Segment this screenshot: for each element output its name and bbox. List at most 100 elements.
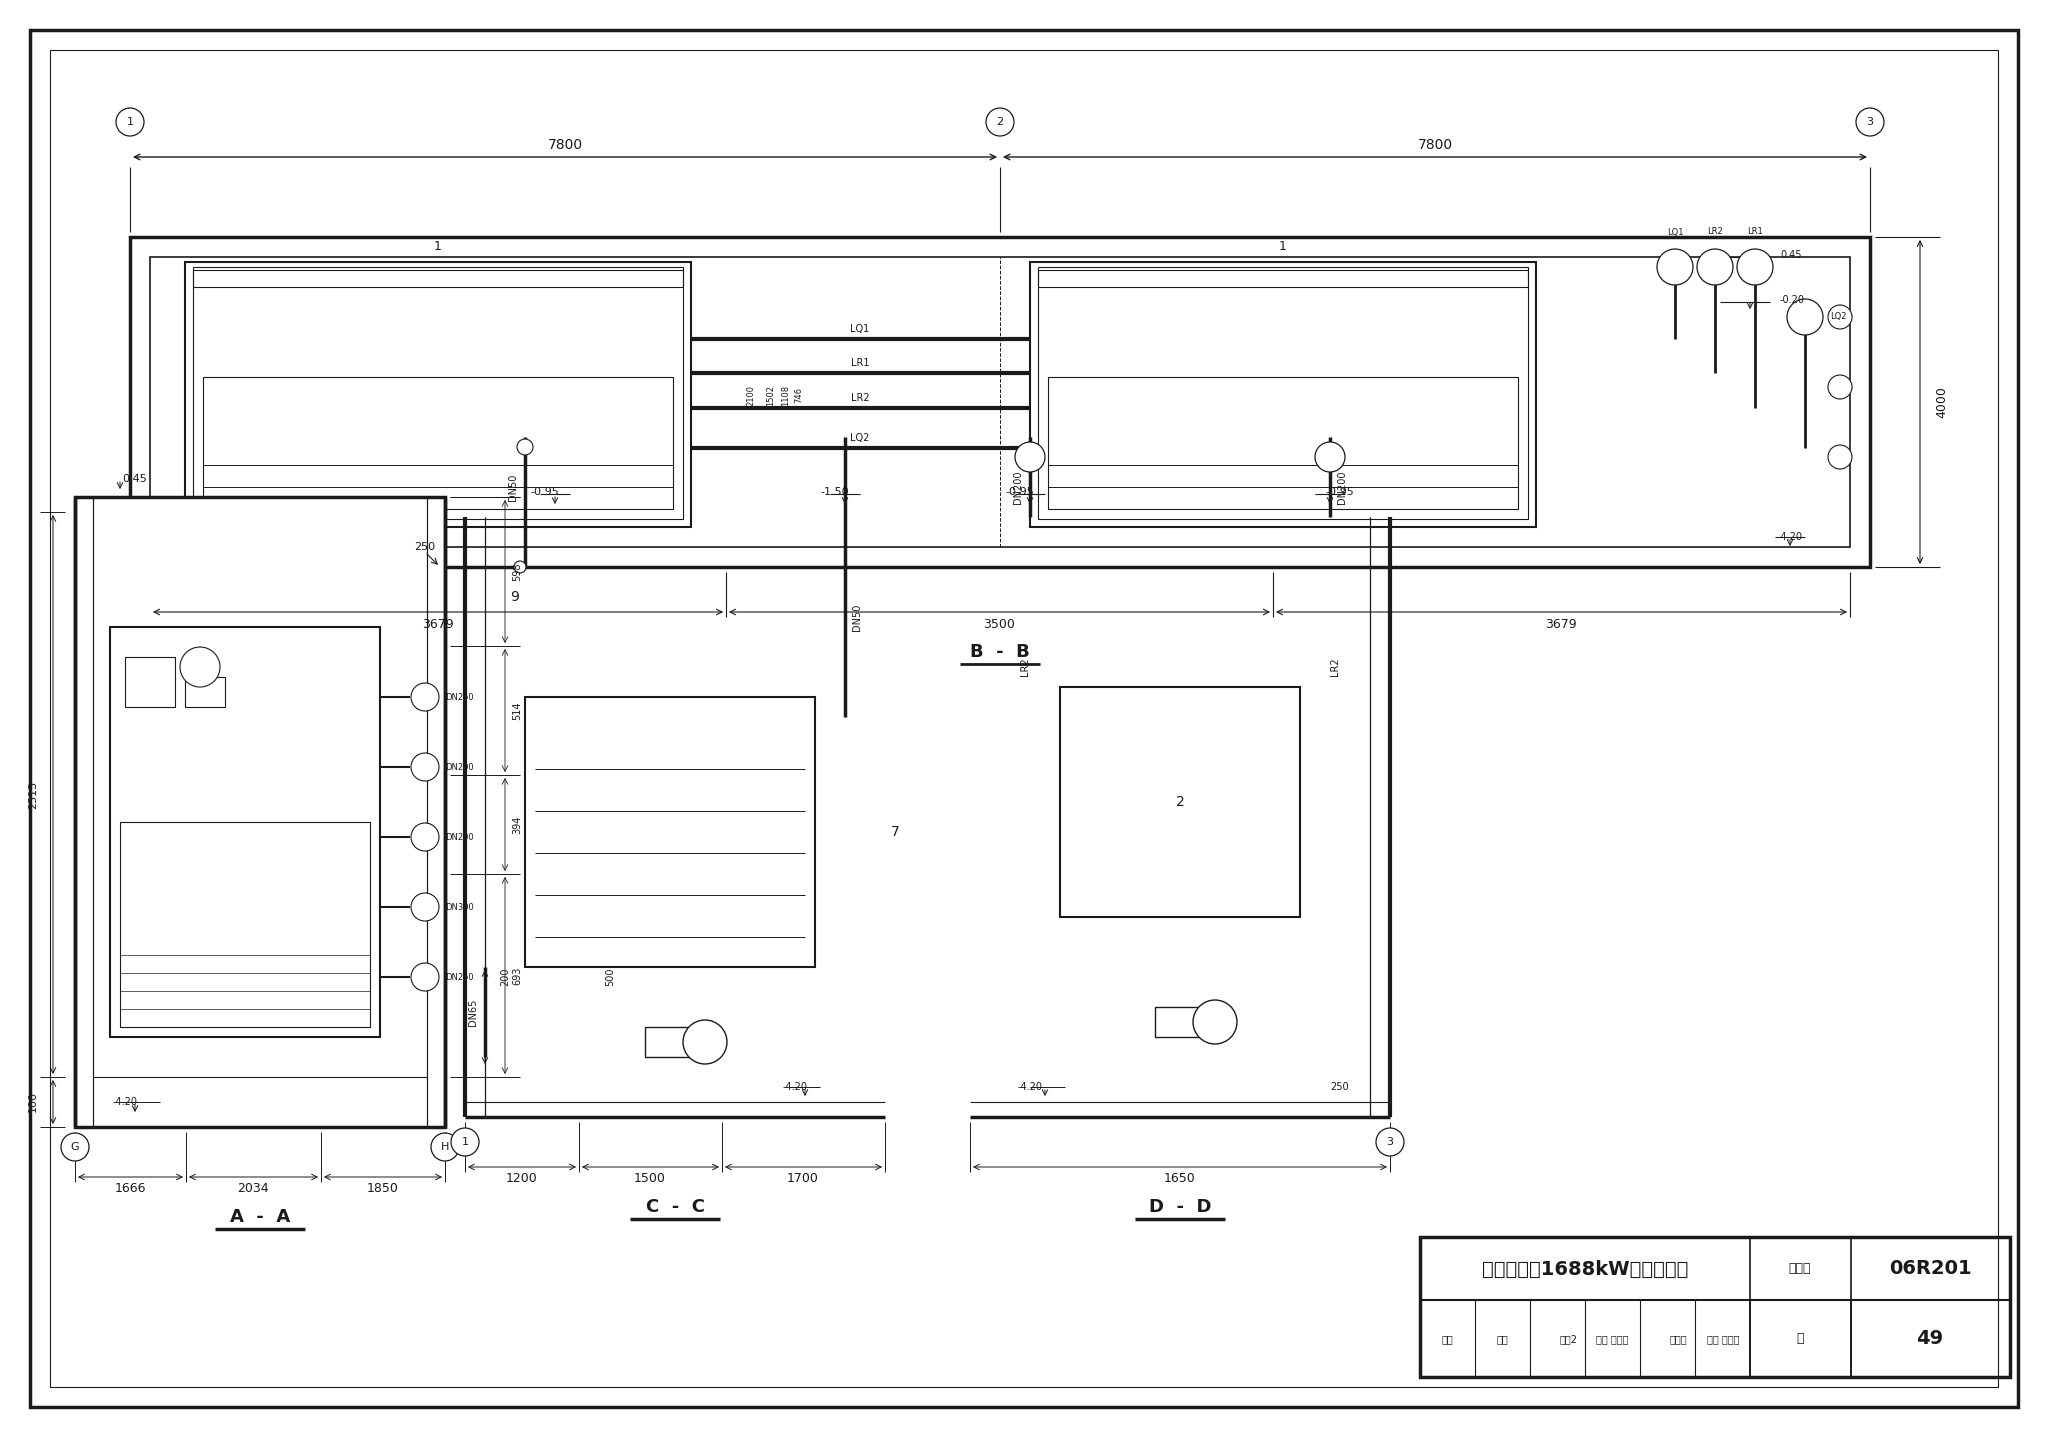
Text: 693: 693: [512, 967, 522, 986]
Text: 250: 250: [1331, 1082, 1350, 1092]
Text: 1500: 1500: [635, 1173, 666, 1186]
Text: 1: 1: [434, 240, 442, 253]
Text: C  -  C: C - C: [645, 1198, 705, 1216]
Text: LR1: LR1: [850, 358, 868, 368]
Text: LQ1: LQ1: [1667, 227, 1683, 237]
Text: LR2: LR2: [1708, 227, 1722, 237]
Circle shape: [1855, 108, 1884, 137]
Text: -0.20: -0.20: [1780, 295, 1804, 305]
Circle shape: [1829, 445, 1851, 468]
Text: 3679: 3679: [1544, 618, 1577, 631]
Text: 746: 746: [795, 387, 803, 402]
Text: 1: 1: [461, 1137, 469, 1147]
Bar: [1061, 687, 1300, 917]
Text: 2: 2: [1176, 795, 1184, 809]
Circle shape: [1829, 375, 1851, 399]
Text: 49: 49: [1917, 1329, 1944, 1348]
Text: 200: 200: [500, 967, 510, 986]
Text: 7: 7: [891, 825, 899, 839]
Text: DN200: DN200: [444, 832, 473, 842]
Circle shape: [1315, 443, 1346, 471]
Text: DN200: DN200: [1014, 470, 1024, 504]
Bar: [684, 1032, 721, 1052]
Text: 2: 2: [997, 116, 1004, 126]
Text: 2313: 2313: [29, 780, 39, 809]
Text: 校对 汤小丹: 校对 汤小丹: [1597, 1334, 1628, 1344]
Text: G: G: [72, 1142, 80, 1152]
Text: LR1: LR1: [1747, 227, 1763, 237]
Text: B  -  B: B - B: [971, 642, 1030, 661]
Text: 1200: 1200: [506, 1173, 539, 1186]
Text: 100: 100: [29, 1092, 39, 1112]
Text: -1.50: -1.50: [821, 487, 850, 497]
Bar: [1038, 267, 1528, 287]
Text: 1502: 1502: [766, 385, 776, 405]
Circle shape: [1376, 1128, 1405, 1155]
Bar: [524, 697, 815, 967]
Text: -4.20: -4.20: [113, 1096, 137, 1106]
Circle shape: [1016, 443, 1044, 471]
Text: 500: 500: [604, 967, 614, 986]
Bar: [121, 822, 371, 1027]
Text: 250: 250: [414, 542, 436, 552]
Bar: [125, 657, 174, 707]
Text: DN50: DN50: [852, 604, 862, 631]
Text: LR2: LR2: [1329, 658, 1339, 677]
Bar: [184, 677, 225, 707]
Text: -4.20: -4.20: [782, 1082, 807, 1092]
Text: LQ2: LQ2: [850, 433, 870, 443]
Circle shape: [412, 683, 438, 711]
Circle shape: [430, 1132, 459, 1161]
Bar: [1419, 1237, 2009, 1377]
Circle shape: [1698, 249, 1733, 285]
Circle shape: [117, 108, 143, 137]
Text: 2100: 2100: [748, 385, 756, 405]
Circle shape: [682, 1020, 727, 1063]
Circle shape: [1194, 1000, 1237, 1045]
Text: -4.20: -4.20: [1778, 532, 1802, 542]
Text: LQ2: LQ2: [1831, 312, 1847, 322]
Text: 审核: 审核: [1442, 1334, 1454, 1344]
Text: 7800: 7800: [1417, 138, 1452, 152]
Text: 598: 598: [512, 563, 522, 581]
Text: A  -  A: A - A: [229, 1209, 291, 1226]
Circle shape: [61, 1132, 88, 1161]
Bar: [1049, 376, 1518, 509]
Text: 3679: 3679: [422, 618, 455, 631]
Text: DN300: DN300: [444, 902, 473, 911]
Text: 1108: 1108: [782, 385, 791, 405]
Text: DN200: DN200: [1337, 470, 1348, 504]
Text: 图集号: 图集号: [1788, 1263, 1810, 1276]
Bar: [150, 257, 1849, 547]
Text: DN65: DN65: [469, 999, 477, 1026]
Text: 1700: 1700: [786, 1173, 819, 1186]
Text: 06R201: 06R201: [1888, 1259, 1972, 1279]
Text: 2034: 2034: [238, 1183, 268, 1196]
Text: D  -  D: D - D: [1149, 1198, 1210, 1216]
Bar: [645, 1027, 694, 1058]
Text: LR2: LR2: [850, 392, 868, 402]
Circle shape: [412, 892, 438, 921]
Text: 1: 1: [127, 116, 133, 126]
Circle shape: [1829, 305, 1851, 329]
Circle shape: [1788, 299, 1823, 335]
Bar: [1030, 262, 1536, 527]
Text: 总装机容量1688kW机房剖面图: 总装机容量1688kW机房剖面图: [1483, 1259, 1688, 1279]
Text: 3: 3: [1866, 116, 1874, 126]
Text: H: H: [440, 1142, 449, 1152]
Bar: [1155, 1007, 1204, 1038]
Circle shape: [412, 963, 438, 992]
Bar: [111, 627, 381, 1038]
Text: 3500: 3500: [983, 618, 1016, 631]
Text: 1850: 1850: [367, 1183, 399, 1196]
Text: LQ1: LQ1: [850, 323, 870, 333]
Circle shape: [412, 823, 438, 851]
Text: 7800: 7800: [547, 138, 582, 152]
Text: 394: 394: [512, 816, 522, 835]
Bar: [129, 237, 1870, 568]
Text: 9: 9: [510, 591, 520, 604]
Bar: [92, 497, 426, 1127]
Circle shape: [516, 438, 532, 456]
Text: 0.45: 0.45: [1780, 250, 1802, 260]
Text: 4000: 4000: [1935, 387, 1948, 418]
